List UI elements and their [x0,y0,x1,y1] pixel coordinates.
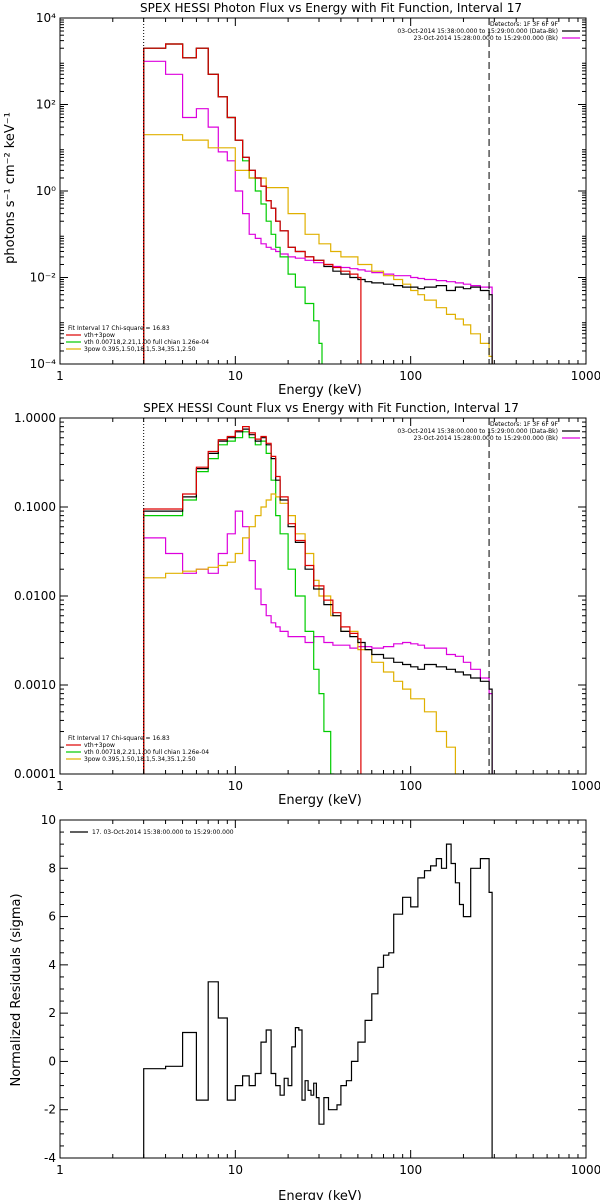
series-line-2 [143,134,493,364]
legend-entry: Detectors: 1F 3F 6F 9F [490,421,559,428]
y-tick-label: 1.0000 [14,411,56,425]
y-tick-label: 10⁻⁴ [30,357,57,371]
legend-entry: vth 0.00718,2.21,1.00 full chian 1.26e-0… [84,749,209,756]
panel-title: SPEX HESSI Photon Flux vs Energy with Fi… [140,1,522,15]
y-tick-label: 10⁻² [30,271,57,285]
x-tick-label: 1000 [571,779,600,793]
series-line-0 [143,60,493,364]
y-tick-label: 8 [48,861,56,875]
y-tick-label: 6 [48,910,56,924]
count-flux-panel: SPEX HESSI Count Flux vs Energy with Fit… [14,401,600,808]
legend-entry: vth+3pow [84,742,115,749]
plot-frame [59,819,587,1159]
legend-entry: Fit Interval 17 Chi-square = 16.83 [68,325,170,332]
y-tick-label: 10⁰ [36,184,56,198]
x-tick-label: 10 [228,369,243,383]
y-tick-label: 10 [41,813,56,827]
series-line-1 [143,431,335,774]
series-line-0 [143,843,493,1158]
panel-title: SPEX HESSI Count Flux vs Energy with Fit… [143,401,519,415]
legend-entry: Fit Interval 17 Chi-square = 16.83 [68,735,170,742]
legend-entry: 23-Oct-2014 15:28:00.000 to 15:29:00.000… [414,35,558,42]
legend-entry: vth+3pow [84,332,115,339]
y-tick-label: 10² [36,98,56,112]
y-tick-label: 0.0100 [14,589,56,603]
x-axis-label: Energy (keV) [278,1189,362,1200]
x-tick-label: 1000 [571,369,600,383]
x-axis-label: Energy (keV) [278,383,362,398]
y-tick-label: 2 [48,1006,56,1020]
y-axis-label: Normalized Residuals (sigma) [9,893,24,1086]
legend-entry: 17. 03-Oct-2014 15:38:00.000 to 15:29:00… [92,829,234,836]
legend-entry: 3pow 0.395,1.50,18.1,5.34,35.1,2.50 [84,756,196,763]
legend-entry: vth 0.00718,2.21,1.00 full chian 1.26e-0… [84,339,209,346]
y-tick-label: -2 [44,1103,56,1117]
x-tick-label: 1 [56,779,64,793]
y-axis-label: photons s⁻¹ cm⁻² keV⁻¹ [3,112,18,264]
plot-frame [59,17,587,365]
photon-flux-panel: SPEX HESSI Photon Flux vs Energy with Fi… [3,1,600,398]
x-tick-label: 10 [228,1163,243,1177]
legend-entry: 23-Oct-2014 15:28:00.000 to 15:29:00.000… [414,435,558,442]
series-line-1 [143,43,323,364]
y-tick-label: 0.1000 [14,500,56,514]
residuals-panel: Normalized Residuals (sigma) Energy (keV… [9,813,600,1200]
x-axis-label: Energy (keV) [278,793,362,808]
x-tick-label: 100 [399,369,422,383]
series-line-4 [143,426,362,774]
series-line-0 [143,510,493,774]
legend-entry: 3pow 0.395,1.50,18.1,5.34,35.1,2.50 [84,346,196,353]
y-tick-label: 0.0001 [14,767,56,781]
x-tick-label: 1000 [571,1163,600,1177]
y-tick-label: -4 [44,1151,56,1165]
legend-entry: Detectors: 1F 3F 6F 9F [490,21,559,28]
x-tick-label: 1 [56,369,64,383]
y-tick-label: 0.0010 [14,678,56,692]
y-tick-label: 10⁴ [36,11,56,25]
x-tick-label: 10 [228,779,243,793]
series-line-4 [143,43,362,364]
x-tick-label: 100 [399,779,422,793]
legend-entry: 03-Oct-2014 15:38:00.000 to 15:29:00.000… [397,428,558,435]
x-tick-label: 1 [56,1163,64,1177]
y-tick-label: 0 [48,1054,56,1068]
x-tick-label: 100 [399,1163,422,1177]
series-line-2 [143,493,459,774]
y-tick-label: 4 [48,958,56,972]
legend-entry: 03-Oct-2014 15:38:00.000 to 15:29:00.000… [397,28,558,35]
